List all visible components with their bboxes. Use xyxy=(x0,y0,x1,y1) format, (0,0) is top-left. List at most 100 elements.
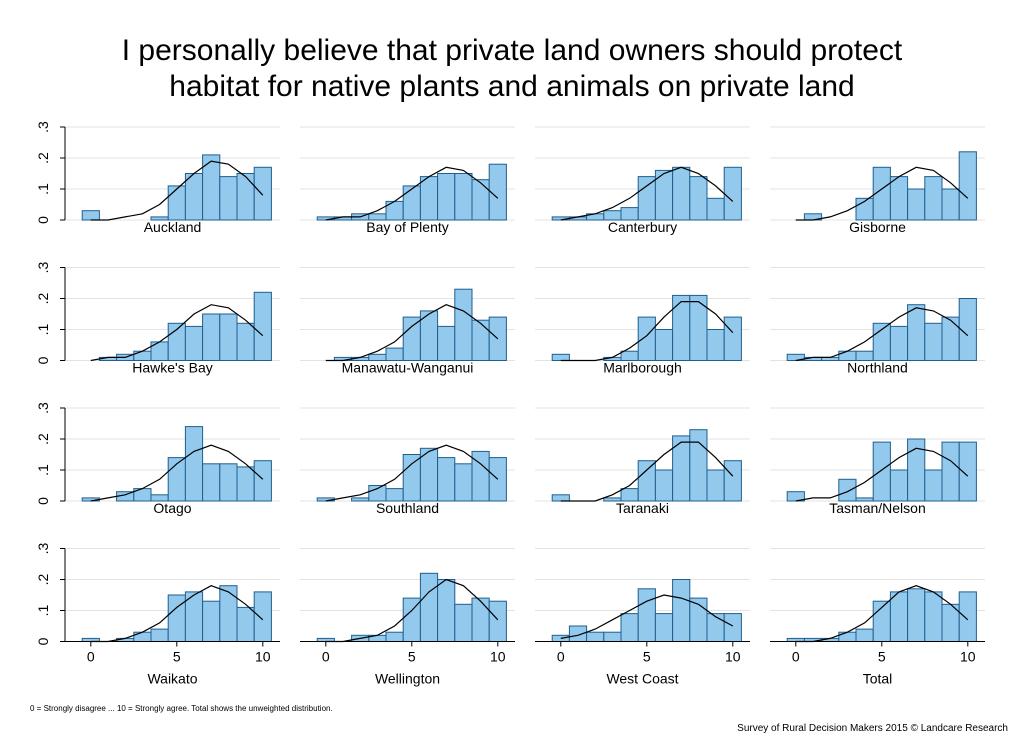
bar xyxy=(437,579,456,642)
y-tick-label: 0 xyxy=(35,216,51,224)
bar xyxy=(184,173,204,221)
bar xyxy=(454,463,473,502)
bar xyxy=(672,579,691,642)
bar xyxy=(202,600,221,643)
bar xyxy=(202,154,221,221)
bar xyxy=(219,176,238,221)
bar xyxy=(236,466,255,502)
y-tick-label: .2 xyxy=(35,292,51,304)
bar xyxy=(941,316,960,362)
bar xyxy=(551,494,570,502)
bar xyxy=(924,469,943,502)
bar xyxy=(924,591,943,643)
normal-curve xyxy=(795,447,969,502)
normal-curve xyxy=(325,166,499,221)
bar xyxy=(488,457,507,502)
bar xyxy=(958,151,977,221)
normal-curve xyxy=(90,585,264,643)
note: 0 = Strongly disagree ... 10 = Strongly … xyxy=(30,704,333,713)
bar xyxy=(958,441,977,502)
bar xyxy=(654,613,674,642)
bar xyxy=(654,469,674,502)
y-tick-label: .3 xyxy=(35,402,51,414)
x-tick-label: 0 xyxy=(322,649,330,665)
bar xyxy=(219,313,238,361)
bar xyxy=(454,288,473,362)
bar xyxy=(889,176,909,221)
bar xyxy=(723,166,742,221)
bar xyxy=(907,304,926,362)
normal-curve xyxy=(795,585,969,643)
bar xyxy=(689,176,708,221)
bar xyxy=(437,457,456,502)
bar xyxy=(723,316,742,362)
x-tick-label: 5 xyxy=(173,649,181,665)
bar xyxy=(723,613,742,642)
panel-title: Wellington xyxy=(375,671,440,687)
bar xyxy=(689,294,708,361)
bar xyxy=(253,291,272,361)
bar xyxy=(637,176,656,221)
bar xyxy=(551,353,570,361)
y-tick-label: .3 xyxy=(35,542,51,554)
bar xyxy=(889,325,909,361)
x-tick-label: 10 xyxy=(960,649,976,665)
normal-curve xyxy=(560,441,734,502)
bar xyxy=(958,298,977,361)
bar xyxy=(81,210,100,221)
bar xyxy=(351,497,370,502)
bar xyxy=(855,628,874,642)
bar xyxy=(488,600,507,643)
y-tick-label: .1 xyxy=(35,604,51,616)
normal-curve xyxy=(560,166,734,221)
x-tick-label: 10 xyxy=(725,649,741,665)
bar xyxy=(889,469,909,502)
bar xyxy=(907,588,926,642)
bar xyxy=(402,185,421,221)
bar xyxy=(941,188,960,221)
bar xyxy=(167,185,186,221)
y-tick-label: .3 xyxy=(35,261,51,273)
y-tick-label: 0 xyxy=(35,497,51,505)
bar xyxy=(924,322,943,361)
bar xyxy=(637,460,656,502)
bar xyxy=(236,322,255,361)
bar xyxy=(219,463,238,502)
x-tick-label: 5 xyxy=(878,649,886,665)
y-tick-label: .2 xyxy=(35,433,51,445)
panel-title: Hawke's Bay xyxy=(132,360,212,376)
bar xyxy=(184,325,204,361)
bar xyxy=(637,316,656,362)
panel-title: Tasman/Nelson xyxy=(829,500,926,516)
bar xyxy=(402,454,421,502)
bar xyxy=(437,325,456,361)
bar xyxy=(184,426,204,502)
x-tick-label: 5 xyxy=(643,649,651,665)
bar xyxy=(838,478,857,502)
bar xyxy=(167,594,186,642)
x-tick-label: 10 xyxy=(490,649,506,665)
y-tick-label: .1 xyxy=(35,183,51,195)
panel-title: Manawatu-Wanganui xyxy=(342,360,474,376)
bar xyxy=(672,294,691,361)
bar xyxy=(941,441,960,502)
bar xyxy=(368,485,387,502)
source: Survey of Rural Decision Makers 2015 © L… xyxy=(737,723,1008,734)
normal-curve xyxy=(90,444,264,502)
x-tick-label: 0 xyxy=(557,649,565,665)
bar xyxy=(471,179,490,221)
panel-title: West Coast xyxy=(606,671,678,687)
panel-title: Marlborough xyxy=(603,360,682,376)
y-tick-label: .2 xyxy=(35,152,51,164)
y-tick-label: .1 xyxy=(35,323,51,335)
bar xyxy=(488,316,507,362)
bar xyxy=(150,628,169,642)
panel-title: Auckland xyxy=(144,219,202,235)
x-tick-label: 0 xyxy=(87,649,95,665)
bar xyxy=(706,329,725,361)
bar xyxy=(219,585,238,643)
bar xyxy=(488,163,507,221)
panel-title: Southland xyxy=(376,500,439,516)
x-tick-label: 5 xyxy=(408,649,416,665)
